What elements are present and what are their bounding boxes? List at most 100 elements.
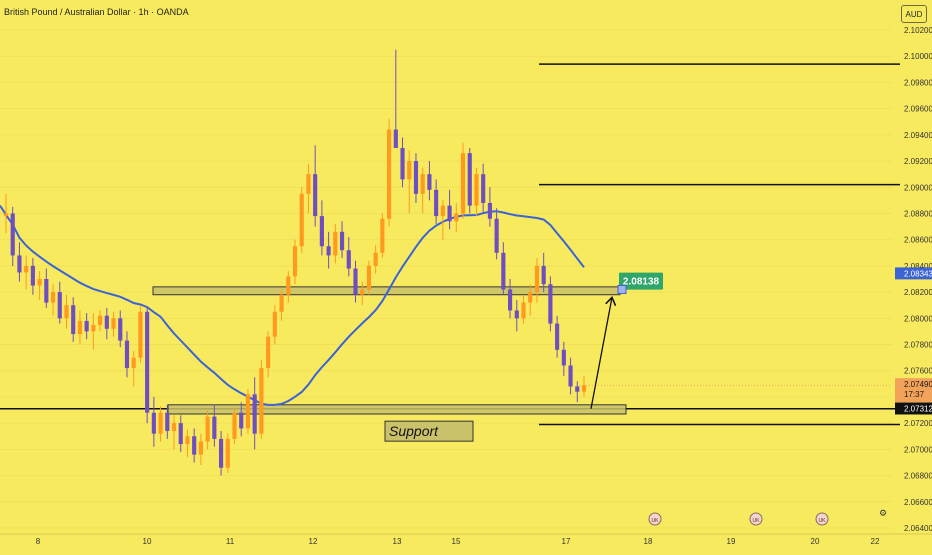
candle-body	[333, 231, 338, 256]
candle-body	[501, 252, 506, 290]
candle-body	[407, 161, 412, 180]
event-marker-text: UK	[819, 518, 827, 524]
x-tick-label: 20	[811, 537, 820, 546]
candle-body	[245, 394, 251, 429]
candle-body	[198, 441, 203, 455]
candle-body	[64, 305, 69, 319]
x-tick-label: 11	[226, 537, 235, 546]
candle-body	[84, 320, 89, 332]
candle-body	[319, 216, 324, 247]
candle-body	[50, 292, 56, 303]
support-label-box	[384, 420, 474, 442]
candle-body	[3, 213, 9, 217]
candle-body	[447, 205, 452, 222]
x-tick-label: 18	[644, 537, 653, 546]
candle-body	[494, 218, 499, 253]
support-label-text: Support	[389, 423, 439, 439]
ma-price-tag-text: 2.08343	[904, 269, 932, 278]
candle-body	[326, 246, 331, 256]
candle-body	[460, 153, 466, 214]
candle-body	[17, 255, 22, 273]
candle-body	[77, 320, 83, 335]
candle-body	[30, 265, 35, 286]
settings-icon: ⚙	[879, 508, 887, 518]
candle-body	[286, 276, 291, 295]
candle-body	[218, 438, 224, 468]
candle-body	[279, 294, 284, 312]
candle-body	[360, 289, 365, 295]
candle-body	[24, 265, 29, 273]
candle-body	[124, 340, 130, 369]
line-price-tag	[895, 402, 932, 415]
candle-body	[393, 129, 398, 148]
y-tick-label: 2.07800	[904, 341, 932, 350]
candle-body	[575, 386, 580, 392]
price-axis: 2.10200 2.10000 2.09800 2.09600 2.09400 2.092…	[895, 26, 932, 533]
candle-body	[339, 231, 345, 251]
horizontal-levels	[0, 63, 900, 426]
candle-body	[346, 250, 351, 269]
projection-arrow	[590, 297, 612, 409]
candle-body	[534, 265, 540, 293]
y-tick-label: 2.08400	[904, 262, 932, 271]
candle-body	[413, 161, 419, 194]
y-tick-label: 2.08000	[904, 314, 932, 323]
candle-body	[71, 305, 76, 335]
candle-body	[232, 412, 237, 439]
target-label-text: 2.08138	[623, 277, 660, 288]
x-tick-label: 10	[143, 537, 152, 546]
candle-body	[528, 292, 533, 303]
candle-body	[434, 189, 439, 217]
candle-body	[568, 365, 573, 387]
y-tick-label: 2.06400	[904, 524, 932, 533]
y-tick-label: 2.07600	[904, 367, 932, 376]
candle-body	[487, 202, 492, 219]
x-tick-label: 8	[36, 537, 41, 546]
target-anchor-icon	[617, 284, 627, 294]
x-tick-label: 19	[727, 537, 736, 546]
grid-lines	[0, 29, 892, 529]
candle-body	[514, 310, 519, 319]
last-price-tag	[895, 378, 932, 403]
candle-body	[145, 311, 150, 413]
candle-body	[387, 129, 392, 219]
candle-body	[454, 213, 459, 222]
candle-body	[306, 174, 311, 194]
candle-body	[474, 174, 479, 206]
y-tick-label: 2.09200	[904, 157, 932, 166]
candle-body	[420, 174, 425, 194]
candle-body	[561, 349, 566, 366]
candle-body	[266, 336, 271, 369]
candles	[3, 49, 587, 476]
moving-average-line	[0, 205, 585, 406]
candle-body	[91, 324, 96, 332]
y-tick-label: 2.06800	[904, 472, 932, 481]
candle-body	[118, 318, 123, 341]
candle-body	[10, 213, 15, 256]
annotations: 2.08138 Support	[384, 272, 663, 442]
x-tick-label: 17	[562, 537, 571, 546]
candle-body	[481, 174, 486, 203]
y-tick-label: 2.09000	[904, 183, 932, 192]
candle-body	[131, 357, 136, 369]
currency-badge[interactable]: AUD	[901, 5, 927, 23]
event-marker-icon	[815, 512, 829, 526]
line-price-tag-text: 2.07312	[904, 404, 932, 413]
y-tick-label: 2.08200	[904, 288, 932, 297]
candle-body	[239, 412, 244, 429]
price-zones	[152, 286, 627, 415]
ma-price-tag	[895, 267, 932, 280]
candle-body	[44, 279, 49, 303]
event-marker-text: UK	[652, 518, 660, 524]
candle-body	[185, 436, 190, 445]
event-marker-icon	[749, 512, 763, 526]
candle-body	[212, 416, 217, 439]
candle-body	[192, 436, 197, 455]
event-marker-text: UK	[753, 518, 761, 524]
candle-body	[272, 311, 277, 337]
candle-body	[555, 323, 560, 350]
candle-body	[427, 174, 432, 190]
candle-body	[373, 252, 378, 266]
